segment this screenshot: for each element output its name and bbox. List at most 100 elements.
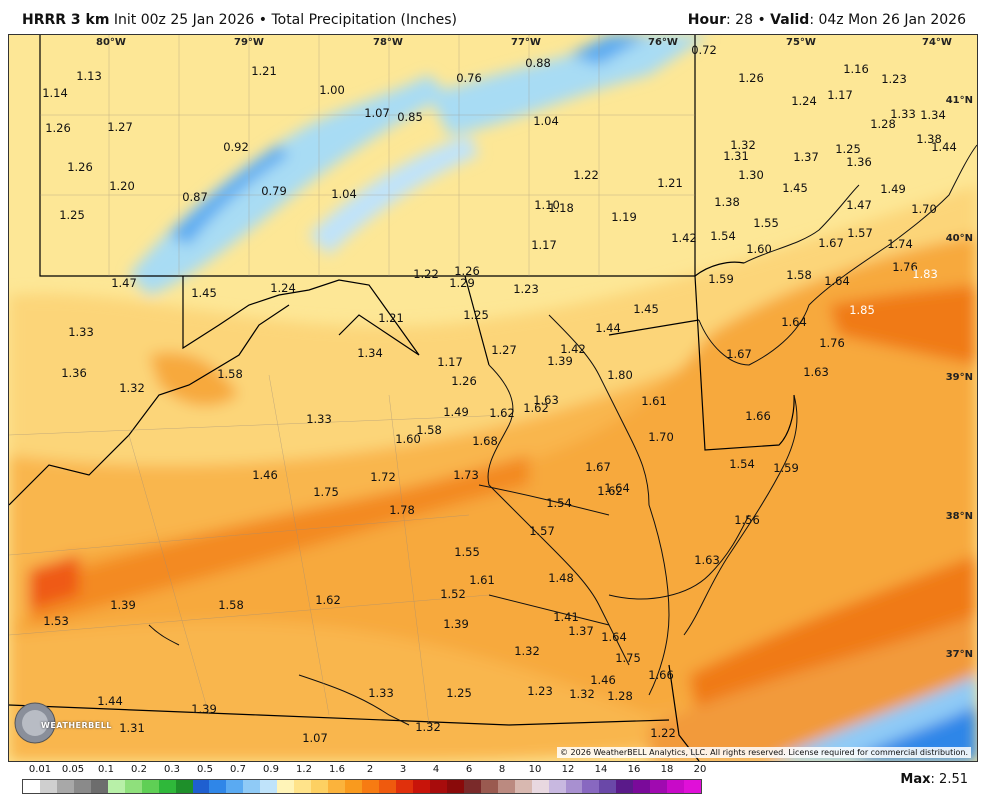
- precip-value: 1.13: [76, 69, 102, 83]
- precip-value: 1.22: [573, 168, 599, 182]
- legend-swatch: [412, 780, 430, 793]
- precip-value: 1.38: [916, 132, 942, 146]
- latitude-label: 39°N: [946, 372, 973, 383]
- legend-label: 2: [366, 764, 374, 775]
- precip-value: 1.75: [313, 485, 339, 499]
- precip-value: 1.57: [529, 524, 555, 538]
- precip-value: 1.57: [847, 226, 873, 240]
- precip-value: 1.44: [931, 140, 957, 154]
- legend-label: 16: [627, 764, 641, 775]
- latitude-labels: 41°N 40°N 39°N 38°N 37°N: [946, 95, 973, 660]
- legend-label: 1.6: [329, 764, 345, 775]
- precip-value: 1.58: [218, 598, 244, 612]
- legend-swatch: [39, 780, 57, 793]
- precip-value: 1.44: [595, 321, 621, 335]
- precip-value: 0.85: [397, 110, 423, 124]
- legend-swatch: [107, 780, 125, 793]
- precip-value: 1.10: [534, 198, 560, 212]
- legend-swatch: [294, 780, 312, 793]
- precip-value: 1.67: [726, 347, 752, 361]
- legend-swatch: [311, 780, 329, 793]
- precip-value: 1.61: [469, 573, 495, 587]
- precip-value: 1.04: [331, 187, 357, 201]
- longitude-label: 80°W: [96, 37, 126, 48]
- legend-swatch: [379, 780, 396, 793]
- coastlines: [148, 144, 977, 726]
- precip-value: 1.31: [723, 149, 749, 163]
- title-bar: HRRR 3 km Init 00z 25 Jan 2026 • Total P…: [0, 0, 984, 34]
- precip-value: 1.63: [694, 553, 720, 567]
- precip-value: 1.17: [531, 238, 557, 252]
- precip-value: 1.74: [887, 237, 913, 251]
- logo-graphic: [14, 702, 56, 744]
- hour-label: Hour: [687, 12, 726, 28]
- legend-label: 10: [528, 764, 542, 775]
- precip-value: 1.25: [835, 142, 861, 156]
- precip-value: 1.47: [846, 198, 872, 212]
- precip-value: 1.75: [615, 651, 641, 665]
- precip-value: 1.29: [449, 276, 475, 290]
- precip-value: 1.07: [302, 731, 328, 745]
- precip-value: 1.62: [523, 401, 549, 415]
- precip-value: 1.39: [547, 354, 573, 368]
- precip-value: 0.79: [261, 184, 287, 198]
- precip-value: 1.63: [803, 365, 829, 379]
- precip-value: 1.61: [641, 394, 667, 408]
- precip-value: 1.20: [109, 179, 135, 193]
- title-separator: •: [258, 12, 267, 28]
- precip-value: 1.37: [568, 624, 594, 638]
- precip-value: 1.62: [489, 406, 515, 420]
- precip-value: 1.39: [191, 702, 217, 716]
- precip-value: 1.34: [357, 346, 383, 360]
- init-time: Init 00z 25 Jan 2026: [113, 12, 255, 28]
- max-value: 2.51: [939, 772, 968, 787]
- legend-swatch: [667, 780, 685, 793]
- legend-label: 0.5: [197, 764, 213, 775]
- precip-value: 1.76: [892, 260, 918, 274]
- precip-value: 1.72: [370, 470, 396, 484]
- precip-value: 1.59: [773, 461, 799, 475]
- precip-value: 1.67: [585, 460, 611, 474]
- precip-value: 1.54: [729, 457, 755, 471]
- legend-swatch: [328, 780, 346, 793]
- legend-swatch: [175, 780, 193, 793]
- legend-label: 4: [432, 764, 440, 775]
- precip-value: 1.70: [911, 202, 937, 216]
- precip-value: 1.78: [389, 503, 415, 517]
- precip-value: 1.18: [548, 201, 574, 215]
- precip-value: 1.52: [440, 587, 466, 601]
- legend-label: 14: [594, 764, 608, 775]
- legend-swatch: [141, 780, 159, 793]
- precip-value: 1.32: [119, 381, 145, 395]
- latitude-label: 37°N: [946, 649, 973, 660]
- precip-value: 1.26: [67, 160, 93, 174]
- precip-value: 1.62: [315, 593, 341, 607]
- precip-value: 1.24: [791, 94, 817, 108]
- precip-value: 1.25: [59, 208, 85, 222]
- legend-swatch: [633, 780, 651, 793]
- latitude-label: 38°N: [946, 511, 973, 522]
- weatherbell-logo: WEATHERBELL: [13, 701, 111, 745]
- latitude-label: 40°N: [946, 233, 973, 244]
- precip-value: 1.07: [364, 106, 390, 120]
- legend-swatch: [345, 780, 363, 793]
- legend-label: 0.2: [131, 764, 147, 775]
- title-right: Hour: 28 • Valid: 04z Mon 26 Jan 2026: [687, 12, 966, 28]
- precip-value: 1.25: [446, 686, 472, 700]
- precip-value: 1.23: [527, 684, 553, 698]
- precip-value: 1.26: [45, 121, 71, 135]
- legend-swatch: [514, 780, 532, 793]
- precip-value: 1.32: [514, 644, 540, 658]
- hour-value: 28: [735, 12, 753, 28]
- precip-value: 1.68: [472, 434, 498, 448]
- legend-swatch: [73, 780, 91, 793]
- precip-value: 1.58: [416, 423, 442, 437]
- precip-value: 1.58: [217, 367, 243, 381]
- legend-label: 0.3: [164, 764, 180, 775]
- precip-value: 1.31: [119, 721, 145, 735]
- precip-value: 1.46: [252, 468, 278, 482]
- precip-value: 1.17: [437, 355, 463, 369]
- title-left: HRRR 3 km Init 00z 25 Jan 2026 • Total P…: [22, 12, 457, 28]
- precip-fill: [9, 35, 977, 761]
- product-name: Total Precipitation (Inches): [271, 12, 457, 28]
